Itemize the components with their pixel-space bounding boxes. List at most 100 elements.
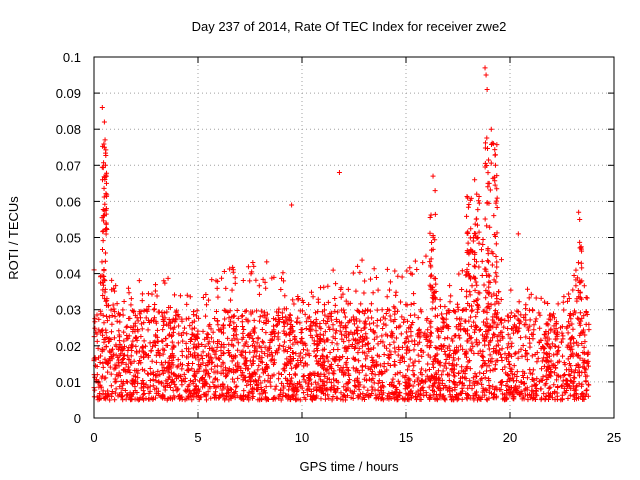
data-point [575, 260, 581, 266]
data-point [264, 311, 270, 317]
data-point [456, 392, 462, 398]
data-point [208, 395, 214, 401]
data-point [539, 358, 545, 364]
data-point [320, 347, 326, 353]
data-point [567, 340, 573, 346]
data-point [277, 342, 283, 348]
data-point [342, 371, 348, 377]
data-point [404, 344, 410, 350]
data-point [419, 378, 425, 384]
data-point [524, 350, 530, 356]
data-point [513, 324, 519, 330]
data-point [560, 299, 566, 305]
data-point [577, 322, 583, 328]
data-point [416, 327, 422, 333]
data-point [338, 286, 344, 292]
data-point [137, 357, 143, 363]
data-point [430, 299, 436, 305]
data-point [375, 341, 381, 347]
data-point [305, 381, 311, 387]
data-point [130, 381, 136, 387]
data-point [251, 263, 257, 269]
data-point [505, 341, 511, 347]
data-point [471, 298, 477, 304]
data-point [549, 362, 555, 368]
data-point [331, 376, 337, 382]
data-point [548, 369, 554, 375]
data-point [432, 276, 438, 282]
data-point [234, 324, 240, 330]
data-point [213, 309, 219, 315]
data-point [480, 237, 486, 243]
data-point [497, 337, 503, 343]
data-point [310, 392, 316, 398]
data-point [209, 359, 215, 365]
x-tick-label: 0 [90, 430, 97, 445]
data-point [451, 397, 457, 403]
data-point [485, 247, 491, 253]
data-point [534, 376, 540, 382]
data-point [407, 356, 413, 362]
data-point [430, 173, 436, 179]
data-point [486, 377, 492, 383]
data-point [576, 381, 582, 387]
data-point [559, 339, 565, 345]
data-point [231, 326, 237, 332]
data-point [102, 201, 108, 207]
data-point [483, 295, 489, 301]
data-point [116, 328, 122, 334]
data-point [523, 321, 529, 327]
data-point [318, 396, 324, 402]
data-point [364, 308, 370, 314]
data-point [466, 393, 472, 399]
data-point [499, 316, 505, 322]
data-point [387, 348, 393, 354]
data-point [221, 351, 227, 357]
data-point [509, 371, 515, 377]
data-point [409, 322, 415, 328]
data-point [486, 358, 492, 364]
data-point [428, 378, 433, 384]
data-point [516, 299, 522, 305]
data-point [341, 339, 347, 345]
data-point [428, 324, 434, 330]
data-point [108, 329, 114, 335]
data-point [568, 352, 574, 358]
data-point [366, 393, 372, 399]
data-point [487, 385, 493, 391]
data-point [275, 330, 281, 336]
data-point [554, 372, 560, 378]
data-point [318, 326, 324, 332]
data-point [105, 369, 111, 375]
data-point [269, 350, 275, 356]
data-point [320, 332, 326, 338]
data-point [498, 379, 504, 385]
data-point [100, 238, 106, 244]
data-point [531, 327, 537, 333]
data-point [431, 356, 437, 362]
data-point [339, 307, 345, 313]
data-point [287, 330, 293, 336]
data-point [472, 221, 478, 227]
data-point [542, 299, 548, 305]
data-point [261, 309, 267, 315]
data-point [575, 352, 581, 358]
data-point [397, 323, 403, 329]
data-point [206, 357, 212, 363]
data-point [138, 308, 144, 314]
data-point [240, 396, 246, 402]
data-point [244, 358, 250, 364]
data-point [476, 240, 482, 246]
data-point [332, 295, 338, 301]
data-point [393, 389, 399, 395]
data-point [386, 390, 392, 396]
data-point [579, 315, 585, 321]
data-point [291, 387, 297, 393]
data-point [101, 218, 107, 224]
data-point [472, 390, 478, 396]
data-point [308, 332, 314, 338]
data-point [510, 378, 516, 384]
data-point [255, 367, 261, 373]
data-point [494, 205, 500, 211]
data-point [548, 312, 554, 318]
